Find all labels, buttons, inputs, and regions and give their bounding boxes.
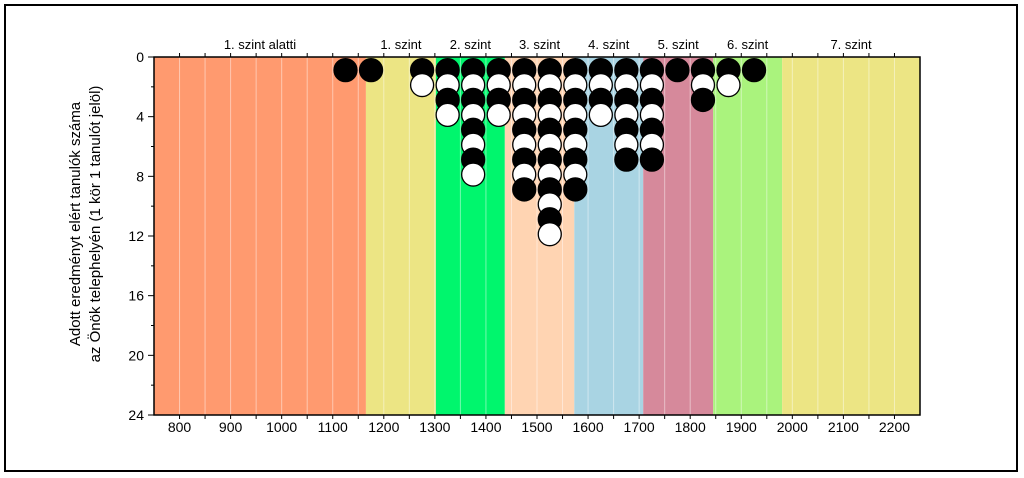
student-markers [333, 57, 767, 247]
x-tick-label: 1500 [521, 419, 552, 435]
student-marker [435, 102, 460, 128]
level-band [154, 57, 366, 415]
y-axis-title-line-1: Adott eredményt elért tanulók száma [67, 101, 84, 346]
level-band [713, 57, 783, 415]
level-label: 5. szint [658, 37, 700, 52]
x-tick-label: 1400 [470, 419, 501, 435]
y-tick-label: 20 [128, 347, 144, 363]
x-tick-label: 1700 [624, 419, 655, 435]
student-marker [588, 102, 613, 128]
student-marker [537, 222, 562, 247]
x-tick-label: 800 [168, 419, 192, 435]
y-axis: 0 4 8 12 16 20 24 [128, 49, 154, 423]
student-marker [461, 162, 486, 187]
level-label: 1. szint alatti [224, 37, 296, 52]
x-tick-label: 1600 [572, 419, 603, 435]
x-tick-label: 1300 [419, 419, 450, 435]
x-axis: 800 900 1000 1100 1200 1300 1400 1500 1600 1700 18… [168, 53, 910, 435]
level-band [782, 57, 920, 415]
y-tick-label: 8 [136, 168, 144, 184]
student-marker [512, 177, 537, 202]
level-label: 4. szint [588, 37, 630, 52]
y-tick-label: 24 [128, 407, 144, 423]
level-label: 1. szint [380, 37, 422, 52]
y-tick-label: 16 [128, 288, 144, 304]
level-label: 7. szint [830, 37, 872, 52]
student-marker [614, 147, 639, 172]
student-marker [716, 72, 741, 98]
student-marker [690, 87, 716, 113]
y-axis-title-line-2: az Önök telephelyén (1 kör 1 tanulót jel… [86, 86, 104, 363]
student-marker [409, 72, 435, 98]
x-tick-label: 2200 [879, 419, 910, 435]
level-label: 3. szint [519, 37, 561, 52]
x-tick-label: 2000 [777, 419, 808, 435]
x-tick-label: 1800 [675, 419, 706, 435]
x-tick-label: 1100 [318, 419, 348, 435]
student-marker [665, 57, 690, 83]
level-labels: 1. szint alatti 1. szint 2. szint 3. szint 4… [224, 37, 872, 52]
level-band [365, 57, 436, 415]
x-tick-label: 2100 [828, 419, 859, 435]
x-tick-label: 900 [219, 419, 243, 435]
student-marker [639, 147, 665, 172]
y-tick-label: 0 [136, 49, 144, 65]
student-marker [741, 57, 767, 83]
vertical-gridlines [179, 57, 895, 415]
x-tick-label: 1900 [726, 419, 757, 435]
level-label: 6. szint [727, 37, 769, 52]
student-marker [486, 102, 511, 128]
student-marker [333, 57, 358, 83]
student-marker [563, 177, 588, 202]
y-tick-label: 12 [128, 228, 144, 244]
student-marker [358, 57, 384, 83]
x-tick-label: 1200 [368, 419, 399, 435]
level-label: 2. szint [450, 37, 492, 52]
y-tick-label: 4 [136, 109, 144, 125]
x-tick-label: 1000 [266, 419, 297, 435]
